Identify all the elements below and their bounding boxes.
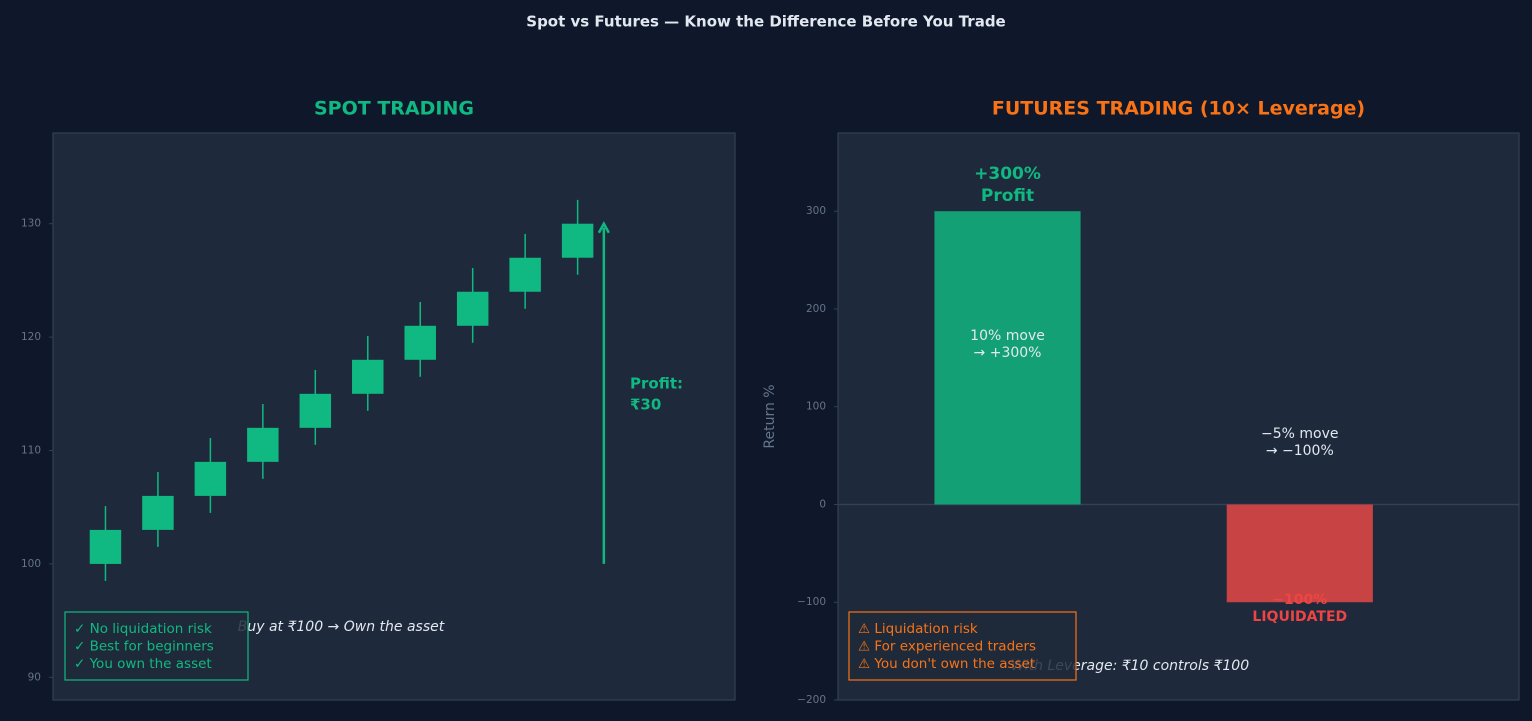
figure-title: Spot vs Futures — Know the Difference Be… [526,13,1005,31]
value-label: −100% [1272,592,1327,608]
annotation: → +300% [974,345,1042,361]
annotation: → −100% [1266,443,1334,459]
candle-body [509,257,541,292]
candle-body [299,393,332,428]
annotation: Profit: [630,375,683,393]
y-tick-label: 110 [21,445,41,457]
annotation: 10% move [970,328,1045,344]
legend-item: ⚠ For experienced traders [858,639,1036,655]
y-tick-label: −100 [797,596,826,608]
y-tick-label: 100 [806,401,826,413]
value-label: +300% [974,164,1041,184]
legend-item: ✓ No liquidation risk [74,621,212,637]
candle-body [561,223,594,258]
y-tick-label: 200 [806,303,826,315]
annotation: −5% move [1261,426,1339,442]
value-note: Profit [981,186,1034,206]
candle-body [456,291,489,326]
legend-item: ⚠ You don't own the asset [858,656,1035,672]
legend-box [848,611,1077,681]
footnote: Buy at ₹100 → Own the asset [238,619,445,635]
chart-title: SPOT TRADING [314,98,474,120]
y-tick-label: 0 [819,498,826,510]
candle-body [247,427,279,462]
y-tick-label: 120 [21,331,41,343]
y-tick-label: 300 [806,205,826,217]
arrow-head [597,221,610,234]
candle-body [89,529,122,564]
y-tick-label: 130 [21,218,41,230]
bar [1226,504,1373,603]
legend-item: ✓ Best for beginners [74,639,214,655]
y-axis-label: Return % [762,384,778,448]
legend-item: ✓ You own the asset [74,656,212,672]
y-tick-label: 90 [28,671,41,683]
y-tick-label: 100 [21,558,41,570]
y-tick-label: −200 [797,694,826,706]
plot-area [52,132,736,701]
value-note: LIQUIDATED [1252,609,1347,625]
candle-body [352,359,384,394]
legend-item: ⚠ Liquidation risk [858,621,978,637]
chart-title: FUTURES TRADING (10× Leverage) [992,98,1365,120]
candle-body [194,461,227,496]
legend-box [64,611,249,681]
candle-body [142,495,174,530]
bar [934,211,1081,505]
candle-body [404,325,436,360]
annotation: ₹30 [630,396,661,414]
